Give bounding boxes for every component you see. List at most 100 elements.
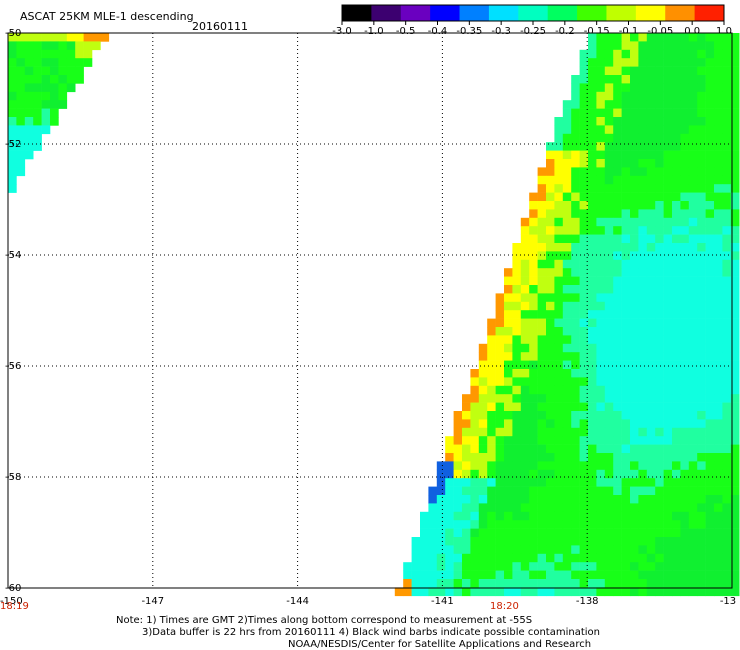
swath-cell	[436, 587, 446, 597]
swath-cell	[571, 587, 580, 597]
swath-cell	[571, 419, 580, 429]
swath-cell	[672, 385, 681, 395]
swath-cell	[83, 33, 93, 42]
swath-cell	[705, 209, 715, 219]
swath-cell	[588, 369, 597, 378]
swath-cell	[621, 419, 631, 429]
swath-cell	[579, 537, 589, 546]
swath-cell	[588, 142, 597, 151]
swath-cell	[436, 579, 446, 588]
swath-cell	[16, 49, 26, 59]
swath-cell	[604, 234, 614, 244]
swath-cell	[596, 276, 606, 286]
swath-cell	[504, 570, 513, 580]
swath-cell	[604, 49, 614, 59]
swath-cell	[680, 579, 690, 588]
swath-cell	[680, 159, 690, 168]
swath-cell	[680, 335, 690, 345]
swath-cell	[50, 108, 59, 118]
swath-cell	[655, 310, 664, 319]
swath-cell	[562, 369, 572, 378]
swath-cell	[520, 251, 530, 261]
swath-cell	[655, 537, 664, 546]
swath-cell	[470, 579, 480, 588]
swath-cell	[554, 419, 564, 429]
swath-cell	[604, 495, 614, 504]
swath-cell	[621, 83, 631, 93]
swath-cell	[680, 537, 690, 546]
swath-cell	[554, 142, 564, 151]
swath-cell	[680, 142, 690, 151]
latitude-tick-label: -54	[5, 250, 21, 261]
swath-cell	[562, 402, 572, 412]
swath-cell	[588, 511, 597, 521]
swath-cell	[571, 293, 580, 303]
swath-cell	[613, 184, 622, 193]
swath-cell	[75, 75, 84, 84]
swath-cell	[730, 83, 740, 93]
swath-cell	[428, 528, 438, 538]
swath-cell	[663, 125, 673, 135]
swath-cell	[655, 486, 664, 496]
swath-cell	[638, 360, 648, 370]
swath-cell	[487, 444, 496, 454]
swath-cell	[672, 243, 681, 252]
swath-cell	[571, 486, 580, 496]
swath-cell	[537, 553, 547, 563]
swath-cell	[487, 537, 496, 546]
swath-cell	[487, 352, 496, 361]
swath-cell	[445, 537, 454, 546]
swath-cell	[571, 159, 580, 168]
swath-cell	[478, 520, 488, 529]
swath-cell	[613, 226, 622, 235]
swath-cell	[529, 285, 538, 294]
swath-cell	[630, 469, 639, 479]
swath-cell	[630, 394, 639, 403]
swath-cell	[688, 478, 698, 487]
swath-cell	[688, 226, 698, 235]
swath-cell	[680, 436, 690, 445]
swath-cell	[588, 318, 597, 328]
swath-cell	[646, 520, 656, 529]
swath-cell	[420, 587, 429, 597]
swath-cell	[470, 427, 480, 437]
swath-cell	[630, 268, 639, 277]
swath-cell	[520, 293, 530, 303]
swath-cell	[730, 402, 740, 412]
swath-cell	[646, 108, 656, 118]
swath-cell	[579, 217, 589, 227]
swath-cell	[655, 394, 664, 403]
latitude-labels: -50-52-54-56-58-60	[5, 28, 21, 594]
swath-cell	[655, 175, 664, 185]
swath-cell	[621, 402, 631, 412]
swath-cell	[554, 453, 564, 462]
swath-cell	[512, 478, 522, 487]
swath-cell	[604, 503, 614, 513]
swath-cell	[672, 58, 681, 67]
swath-cell	[604, 175, 614, 185]
swath-cell	[546, 511, 555, 521]
swath-cell	[520, 587, 530, 597]
swath-cell	[596, 562, 606, 571]
swath-cell	[697, 201, 706, 210]
swath-cell	[613, 402, 622, 412]
swath-cell	[487, 377, 496, 387]
swath-cell	[487, 545, 496, 555]
swath-cell	[697, 66, 706, 76]
swath-cell	[688, 285, 698, 294]
colorbar-label: -0.2	[555, 26, 575, 37]
swath-cell	[604, 259, 614, 269]
swath-cell	[478, 503, 488, 513]
swath-cell	[663, 108, 673, 118]
swath-cell	[621, 192, 631, 202]
swath-cell	[730, 150, 740, 160]
swath-cell	[596, 226, 606, 235]
swath-cell	[663, 133, 673, 143]
swath-cell	[453, 461, 463, 471]
swath-cell	[579, 58, 589, 67]
swath-cell	[487, 402, 496, 412]
swath-cell	[663, 327, 673, 336]
swath-cell	[697, 58, 706, 67]
swath-cell	[663, 49, 673, 59]
swath-cell	[546, 184, 555, 193]
